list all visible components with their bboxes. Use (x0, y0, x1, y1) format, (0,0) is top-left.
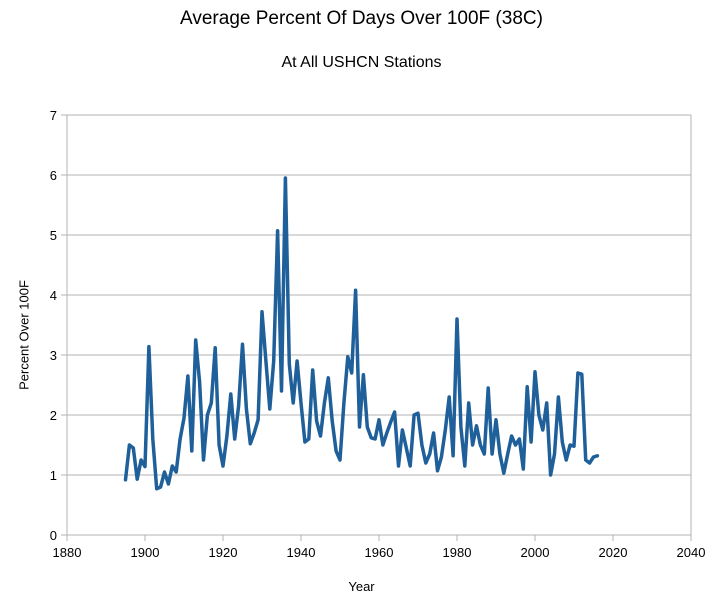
y-tick-label: 4 (50, 288, 57, 303)
y-tick-label: 3 (50, 348, 57, 363)
x-tick-label: 1940 (287, 545, 316, 560)
x-axis-label: Year (348, 579, 375, 594)
y-tick-label: 1 (50, 468, 57, 483)
x-tick-label: 1880 (53, 545, 82, 560)
chart-subtitle: At All USHCN Stations (281, 54, 442, 71)
x-tick-label: 1980 (443, 545, 472, 560)
axes (61, 114, 692, 541)
y-tick-label: 6 (50, 168, 57, 183)
y-tick-label: 2 (50, 408, 57, 423)
tick-labels: 0 1 2 3 4 5 6 7 1880 1900 1920 1940 1960 1980 2000 2020… (50, 108, 706, 560)
y-tick-label: 5 (50, 228, 57, 243)
y-tick-label: 7 (50, 108, 57, 123)
x-tick-label: 1920 (209, 545, 238, 560)
gridlines (67, 114, 691, 536)
x-tick-label: 2000 (521, 545, 550, 560)
x-tick-label: 1960 (365, 545, 394, 560)
series-line (123, 176, 600, 491)
x-tick-label: 1900 (131, 545, 160, 560)
chart-title: Average Percent Of Days Over 100F (38C) (180, 8, 543, 29)
x-tick-label: 2040 (677, 545, 706, 560)
y-tick-label: 0 (50, 528, 57, 543)
series-layer (123, 176, 600, 491)
x-tick-label: 2020 (599, 545, 628, 560)
